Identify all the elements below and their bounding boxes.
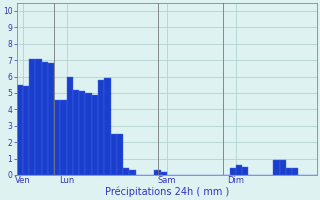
Bar <box>286 168 292 175</box>
Bar <box>280 160 286 175</box>
Bar <box>242 167 248 175</box>
Bar <box>36 59 42 175</box>
Bar <box>117 134 123 175</box>
Bar <box>123 168 129 175</box>
Bar <box>42 62 48 175</box>
Bar <box>17 85 23 175</box>
Bar <box>104 78 110 175</box>
Bar <box>273 160 280 175</box>
Bar <box>54 100 60 175</box>
Bar <box>161 172 167 175</box>
Bar <box>79 91 85 175</box>
Bar <box>23 86 29 175</box>
Bar <box>92 95 98 175</box>
Bar <box>29 59 36 175</box>
Bar <box>229 168 236 175</box>
Bar <box>110 134 117 175</box>
Bar <box>236 165 242 175</box>
Bar <box>85 93 92 175</box>
Bar <box>48 63 54 175</box>
Bar <box>67 77 73 175</box>
Bar <box>129 170 136 175</box>
Bar <box>60 100 67 175</box>
Bar <box>292 168 299 175</box>
Bar <box>98 80 104 175</box>
X-axis label: Précipitations 24h ( mm ): Précipitations 24h ( mm ) <box>105 187 229 197</box>
Bar <box>73 90 79 175</box>
Bar <box>154 170 161 175</box>
